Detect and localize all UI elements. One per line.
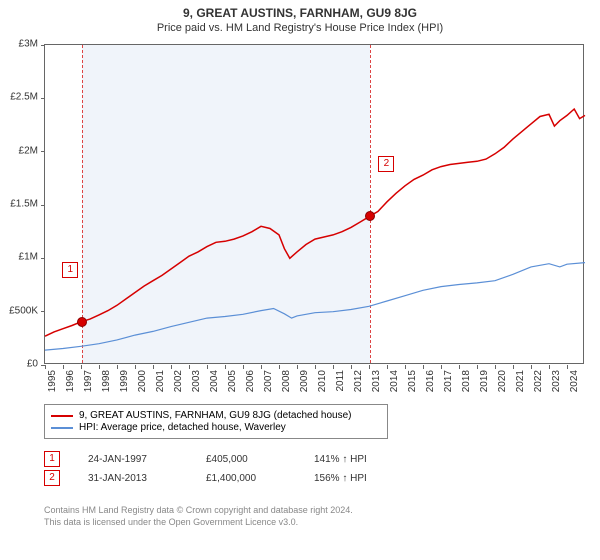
legend-item: 9, GREAT AUSTINS, FARNHAM, GU9 8JG (deta… [51, 410, 381, 421]
credits-line1: Contains HM Land Registry data © Crown c… [44, 504, 353, 516]
x-axis-label: 2006 [245, 370, 256, 392]
x-axis-label: 2005 [227, 370, 238, 392]
y-axis-label: £2.5M [0, 92, 38, 103]
x-axis-label: 2024 [569, 370, 580, 392]
x-axis-label: 2004 [209, 370, 220, 392]
x-axis-label: 2001 [155, 370, 166, 392]
x-axis-label: 2022 [533, 370, 544, 392]
legend-swatch [51, 427, 73, 429]
sale-badge: 1 [62, 262, 78, 278]
x-axis-label: 2019 [479, 370, 490, 392]
row-badge: 2 [44, 470, 60, 486]
sale-badge: 2 [378, 156, 394, 172]
legend-label: 9, GREAT AUSTINS, FARNHAM, GU9 8JG (deta… [79, 410, 352, 421]
y-axis-label: £3M [0, 39, 38, 50]
x-axis-label: 2011 [335, 370, 346, 392]
x-axis-label: 1999 [119, 370, 130, 392]
legend-label: HPI: Average price, detached house, Wave… [79, 422, 286, 433]
x-axis-label: 2010 [317, 370, 328, 392]
row-date: 31-JAN-2013 [88, 473, 178, 484]
x-axis-label: 2013 [371, 370, 382, 392]
x-axis-label: 1995 [47, 370, 58, 392]
credits-text: Contains HM Land Registry data © Crown c… [44, 504, 353, 528]
x-axis-label: 2016 [425, 370, 436, 392]
x-axis-label: 2000 [137, 370, 148, 392]
x-axis-label: 2012 [353, 370, 364, 392]
sales-table: 1 24-JAN-1997 £405,000 141% ↑ HPI 2 31-JAN-20… [44, 448, 367, 489]
x-axis-label: 2007 [263, 370, 274, 392]
legend-item: HPI: Average price, detached house, Wave… [51, 422, 381, 433]
x-axis-label: 2003 [191, 370, 202, 392]
y-axis-label: £1.5M [0, 199, 38, 210]
x-axis-label: 2014 [389, 370, 400, 392]
x-axis-label: 1997 [83, 370, 94, 392]
row-pct: 156% ↑ HPI [314, 473, 367, 484]
x-axis-label: 2015 [407, 370, 418, 392]
chart-title: 9, GREAT AUSTINS, FARNHAM, GU9 8JG [0, 0, 600, 20]
x-axis-label: 1996 [65, 370, 76, 392]
x-axis-label: 2008 [281, 370, 292, 392]
sale-marker [365, 211, 375, 221]
chart-container: 9, GREAT AUSTINS, FARNHAM, GU9 8JG Price… [0, 0, 600, 560]
x-axis-label: 2021 [515, 370, 526, 392]
credits-line2: This data is licensed under the Open Gov… [44, 516, 353, 528]
row-price: £1,400,000 [206, 473, 286, 484]
x-axis-label: 2018 [461, 370, 472, 392]
plot-area: 12 [44, 44, 584, 364]
y-axis-label: £500K [0, 305, 38, 316]
x-axis-label: 2017 [443, 370, 454, 392]
y-axis-label: £2M [0, 145, 38, 156]
legend-box: 9, GREAT AUSTINS, FARNHAM, GU9 8JG (deta… [44, 404, 388, 439]
table-row: 2 31-JAN-2013 £1,400,000 156% ↑ HPI [44, 470, 367, 486]
x-axis-label: 1998 [101, 370, 112, 392]
row-date: 24-JAN-1997 [88, 454, 178, 465]
chart-subtitle: Price paid vs. HM Land Registry's House … [0, 20, 600, 38]
x-axis-label: 2009 [299, 370, 310, 392]
x-axis-label: 2020 [497, 370, 508, 392]
row-price: £405,000 [206, 454, 286, 465]
legend-swatch [51, 415, 73, 417]
y-axis-label: £1M [0, 252, 38, 263]
row-pct: 141% ↑ HPI [314, 454, 367, 465]
x-axis-label: 2002 [173, 370, 184, 392]
sale-marker [77, 317, 87, 327]
series-red [45, 109, 585, 336]
table-row: 1 24-JAN-1997 £405,000 141% ↑ HPI [44, 451, 367, 467]
x-axis-label: 2023 [551, 370, 562, 392]
row-badge: 1 [44, 451, 60, 467]
series-blue [45, 263, 585, 351]
y-axis-label: £0 [0, 359, 38, 370]
